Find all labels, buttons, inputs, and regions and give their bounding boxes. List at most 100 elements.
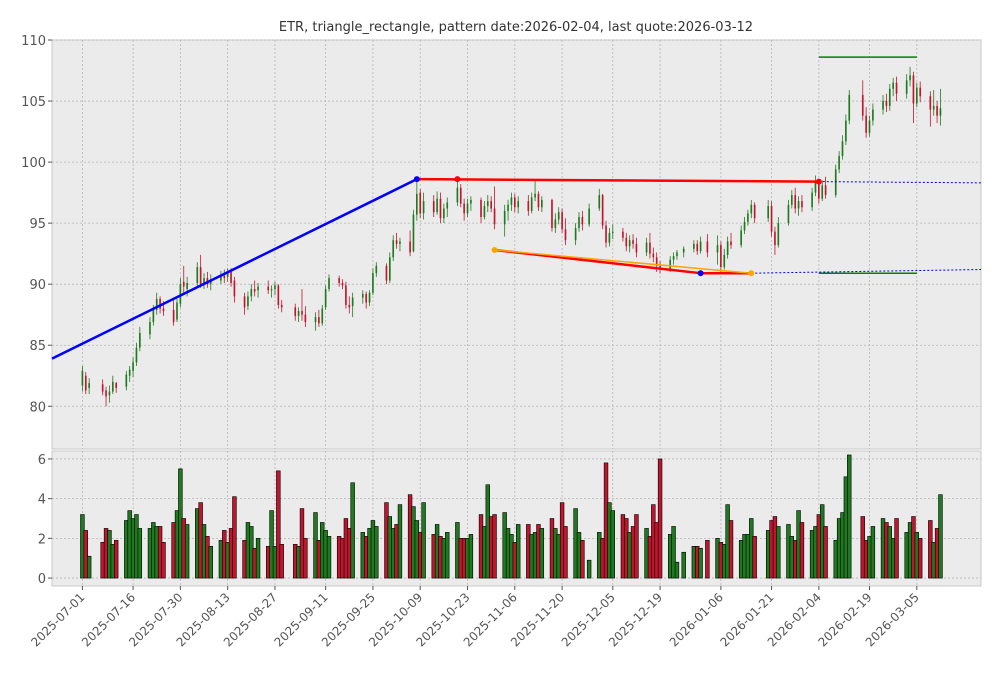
candle-body (490, 201, 492, 209)
candle-body (868, 120, 871, 133)
volume-bar (634, 514, 639, 579)
candle-body (480, 199, 482, 218)
candle-body (801, 201, 803, 208)
volume-bar (823, 526, 828, 579)
candle-body (892, 82, 894, 89)
candle-body (372, 273, 374, 293)
pattern-line (494, 248, 701, 275)
candle-body (895, 82, 898, 94)
candle-body (250, 289, 253, 297)
candle-body (848, 94, 851, 121)
volume-bar (610, 510, 615, 579)
volume-bar (255, 538, 261, 579)
y-tick-label: 80 (29, 400, 46, 415)
volume-bar (350, 482, 355, 579)
candle-body (818, 181, 820, 199)
volume-bar (137, 528, 143, 579)
candle-body (932, 105, 935, 110)
volume-bar (776, 526, 781, 579)
candle-body (416, 193, 418, 215)
y-tick-label: 95 (29, 217, 46, 232)
candle-body (598, 195, 601, 209)
candle-body (537, 193, 540, 208)
volume-bar (232, 496, 237, 579)
volume-bar (208, 545, 213, 579)
candle-body (865, 115, 867, 133)
candle-body (139, 333, 141, 348)
pattern-marker (815, 178, 822, 185)
candle-body (885, 101, 888, 106)
pattern-line (416, 177, 819, 183)
candle-body (182, 281, 185, 287)
candle-body (314, 317, 317, 323)
candle-body (196, 267, 199, 283)
candle-body (936, 105, 938, 116)
candle-body (135, 347, 138, 363)
candle-body (172, 309, 175, 323)
volume-bar (269, 510, 274, 579)
candle-body (652, 253, 655, 258)
candle-body (561, 212, 563, 230)
candle-body (655, 257, 658, 266)
candle-body (611, 231, 614, 233)
candle-body (838, 155, 840, 170)
volume-bar (421, 502, 426, 579)
candle-body (716, 245, 719, 253)
candle-body (726, 241, 729, 255)
candle-body (821, 185, 824, 199)
candle-body (220, 275, 222, 281)
volume-bar (279, 544, 284, 579)
candle-body (88, 383, 90, 388)
candle-body (395, 240, 398, 244)
y-tick-label: 100 (21, 156, 46, 171)
candle-body (243, 296, 246, 308)
volume-bar (468, 534, 474, 579)
candle-body (767, 206, 770, 219)
candle-body (645, 242, 648, 253)
candle-body (554, 219, 557, 229)
volume-bar (894, 518, 899, 579)
candle-body (230, 271, 232, 283)
candle-body (635, 243, 638, 253)
candle-body (628, 240, 631, 247)
candle-body (412, 214, 415, 252)
volume-bar (492, 514, 497, 579)
candle-body (622, 231, 624, 238)
candle-body (696, 243, 699, 252)
candle-body (388, 257, 391, 281)
chart-title: ETR, triangle_rectangle, pattern date:20… (279, 20, 753, 35)
candle-body (919, 87, 922, 97)
volume-bar (847, 454, 852, 579)
candle-body (507, 204, 509, 211)
volume-bar (161, 542, 166, 579)
candle-body (787, 204, 790, 224)
candle-body (128, 369, 131, 376)
pattern-marker (454, 176, 461, 183)
candle-body (527, 201, 530, 211)
volume-y-tick-label: 2 (38, 532, 46, 547)
candle-body (740, 230, 742, 246)
price-panel (51, 39, 982, 450)
candle-body (797, 201, 800, 209)
volume-bar (938, 494, 943, 579)
candle-body (385, 265, 388, 281)
volume-bar (671, 526, 676, 579)
candle-body (176, 302, 178, 320)
candle-body (872, 109, 874, 121)
candle-body (419, 192, 422, 214)
candle-body (149, 322, 151, 335)
candle-body (693, 243, 695, 249)
candle-body (84, 375, 87, 391)
pattern-marker (491, 246, 498, 253)
candle-body (581, 217, 584, 225)
candle-body (824, 185, 827, 196)
candle-body (517, 201, 520, 208)
candle-body (794, 195, 797, 209)
candle-body (750, 204, 753, 214)
candle-body (753, 204, 756, 219)
volume-bar (276, 470, 281, 579)
candle-body (392, 240, 395, 258)
volume-bar (705, 540, 710, 579)
candle-body (439, 198, 442, 219)
